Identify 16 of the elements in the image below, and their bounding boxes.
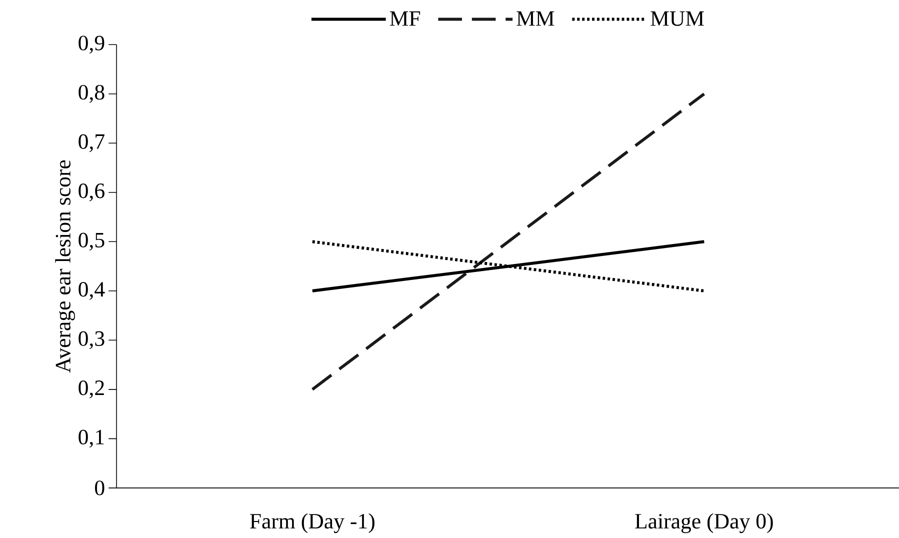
y-axis-title: Average ear lesion score — [55, 160, 75, 374]
legend-label: MF — [390, 12, 420, 26]
y-tick-label: 0,5 — [78, 232, 104, 251]
y-tick-label: 0,3 — [78, 331, 104, 350]
y-tick-label: 0,8 — [78, 85, 104, 104]
y-tick-label: 0 — [95, 480, 104, 496]
x-tick-label: Lairage (Day 0) — [635, 513, 773, 534]
y-tick-label: 0,4 — [78, 282, 105, 300]
legend-label: MM — [516, 12, 554, 26]
y-tick-label: 0,7 — [78, 134, 104, 152]
y-tick-label: 0,2 — [78, 380, 104, 399]
y-tick-label: 0,1 — [78, 430, 104, 448]
legend-label: MUM — [650, 12, 704, 26]
y-tick-label: 0,6 — [78, 184, 104, 202]
x-tick-label: Farm (Day -1) — [250, 513, 374, 534]
y-tick-label: 0,9 — [78, 36, 104, 54]
